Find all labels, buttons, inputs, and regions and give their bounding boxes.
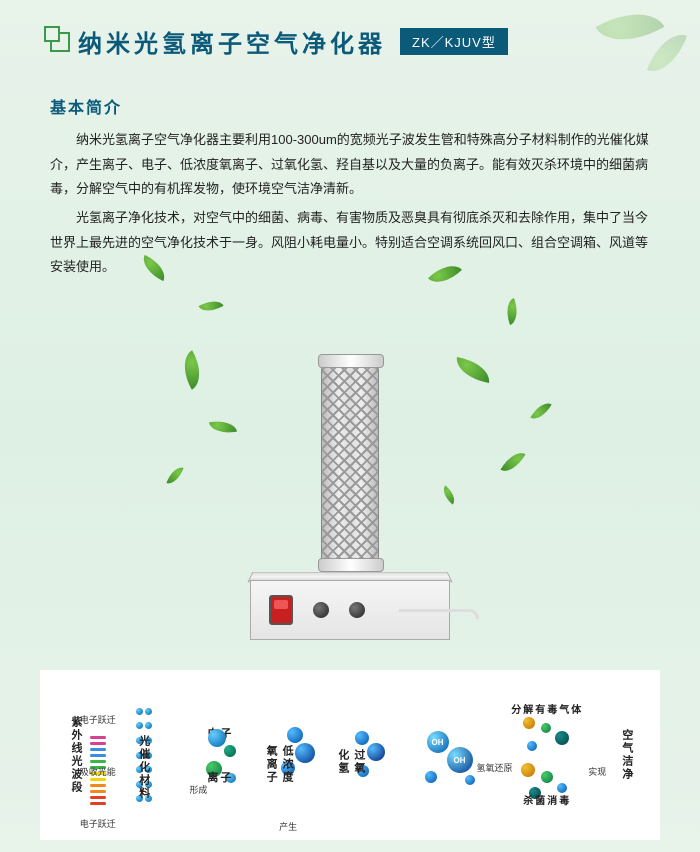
control-knob	[349, 602, 365, 618]
stage-low-oxygen: 低浓度氧离子 产生	[267, 725, 327, 785]
stage-uv: 紫外线光波段	[50, 716, 102, 794]
intro-paragraph-1: 纳米光氢离子空气净化器主要利用100-300um的宽频光子波发生管和特殊高分子材…	[50, 128, 650, 202]
stage-label-decompose: 分解有毒气体	[511, 701, 583, 716]
square-icon	[50, 32, 70, 52]
stage-electron-ion: 电子 形成 离子	[185, 725, 255, 785]
stage-results: 分解有毒气体 杀菌消毒 实现	[502, 707, 592, 803]
process-diagram: 紫外线光波段 光催化材料 电子跃迁 吸收光能 电子跃迁 电子 形成 离子	[40, 670, 660, 840]
stage-oh: OH OH 氢氧还原	[411, 725, 491, 785]
stage-label-ion: 离子	[207, 769, 233, 785]
power-switch	[269, 595, 293, 625]
stage-h2o2: 过氧化氢	[339, 725, 399, 785]
mini-label: 电子跃迁	[80, 817, 116, 830]
mini-label: 形成	[189, 783, 207, 796]
stage-label-h2o2: 过氧化氢	[335, 749, 367, 785]
device-control-box	[250, 580, 450, 640]
stage-label-sterilize: 杀菌消毒	[523, 792, 571, 807]
stage-label-catalyst: 光催化材料	[136, 735, 152, 800]
device-mesh-tube	[321, 364, 379, 564]
product-title: 纳米光氢离子空气净化器	[78, 24, 386, 59]
stage-catalyst: 光催化材料 电子跃迁 吸收光能 电子跃迁	[114, 705, 174, 805]
model-badge: ZK／KJUV型	[400, 28, 508, 55]
product-image-area	[0, 280, 700, 660]
device-illustration	[240, 364, 460, 640]
decorative-leaves-corner	[540, 0, 700, 120]
stage-label-uv: 紫外线光波段	[68, 716, 84, 794]
intro-paragraph-2: 光氢离子净化技术，对空气中的细菌、病毒、有害物质及恶臭具有彻底杀灭和去除作用，集…	[50, 206, 650, 280]
stage-label-low-oxygen: 低浓度氧离子	[263, 745, 295, 785]
stage-label-clean: 空气洁净	[619, 729, 635, 781]
mini-label: 吸收光能	[80, 765, 116, 778]
power-cable	[399, 609, 479, 619]
control-knob	[313, 602, 329, 618]
stage-clean: 空气洁净	[604, 729, 650, 781]
mini-label: 电子跃迁	[80, 713, 116, 726]
mini-label: 产生	[279, 820, 297, 833]
